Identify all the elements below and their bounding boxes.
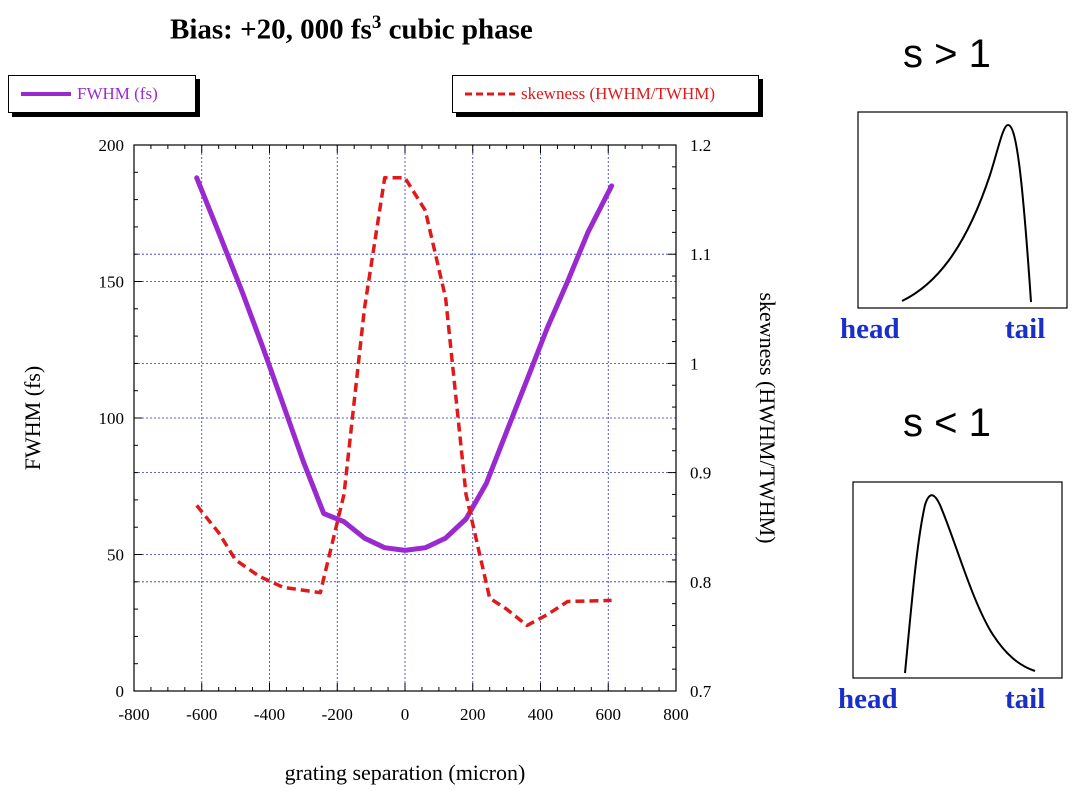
pulse-head-skewed-curve [905,495,1035,673]
y2-tick-label: 1.1 [690,245,711,264]
y2-tick-label: 0.8 [690,573,711,592]
chart-title: Bias: +20, 000 fs3 cubic phase [170,12,533,47]
legend-fwhm-swatch [21,91,71,97]
y-tick-label: 100 [99,409,125,428]
inset1-tail-label: tail [1005,313,1045,346]
x-axis-label: grating separation (micron) [285,760,526,785]
title-superscript: 3 [372,12,382,33]
legend-fwhm: FWHM (fs) [8,75,196,113]
series-line-skewness [197,178,612,626]
inset-label-s-gt-1: s > 1 [903,32,991,77]
y2-tick-label: 0.7 [690,682,712,701]
legend-skewness-swatch [465,91,515,97]
legend-skewness-label: skewness (HWHM/TWHM) [521,84,715,104]
inset1-head-label: head [840,313,900,346]
x-tick-label: 800 [663,705,689,724]
legend-fwhm-label: FWHM (fs) [77,84,158,104]
y2-tick-label: 1 [690,354,699,373]
title-main-text: Bias: +20, 000 fs [170,14,372,46]
y2-tick-label: 0.9 [690,464,711,483]
y-tick-label: 50 [107,546,124,565]
x-tick-label: -200 [322,705,353,724]
legend-skewness: skewness (HWHM/TWHM) [452,75,759,113]
title-rest-text: cubic phase [381,14,532,46]
series-line-fwhm [197,178,612,551]
inset2-tail-label: tail [1005,683,1045,716]
inset2-head-label: head [838,683,898,716]
x-tick-label: -800 [118,705,149,724]
y-tick-label: 150 [99,273,125,292]
x-tick-label: 200 [460,705,486,724]
pulse-tail-skewed-curve [902,125,1031,302]
y-tick-label: 0 [116,682,125,701]
x-tick-label: 400 [528,705,554,724]
inset-label-s-lt-1: s < 1 [903,401,991,446]
y2-axis-label: skewness (HWHM/TWHM) [755,292,780,543]
y-axis-label: FWHM (fs) [20,366,45,471]
x-tick-label: -600 [186,705,217,724]
x-tick-label: 600 [596,705,622,724]
inset-box-s-lt-1 [853,482,1062,678]
x-tick-label: -400 [254,705,285,724]
y-tick-label: 200 [99,136,125,155]
y2-tick-label: 1.2 [690,136,711,155]
series-lines [197,178,612,626]
x-tick-label: 0 [401,705,410,724]
inset-box-s-gt-1 [858,112,1067,308]
